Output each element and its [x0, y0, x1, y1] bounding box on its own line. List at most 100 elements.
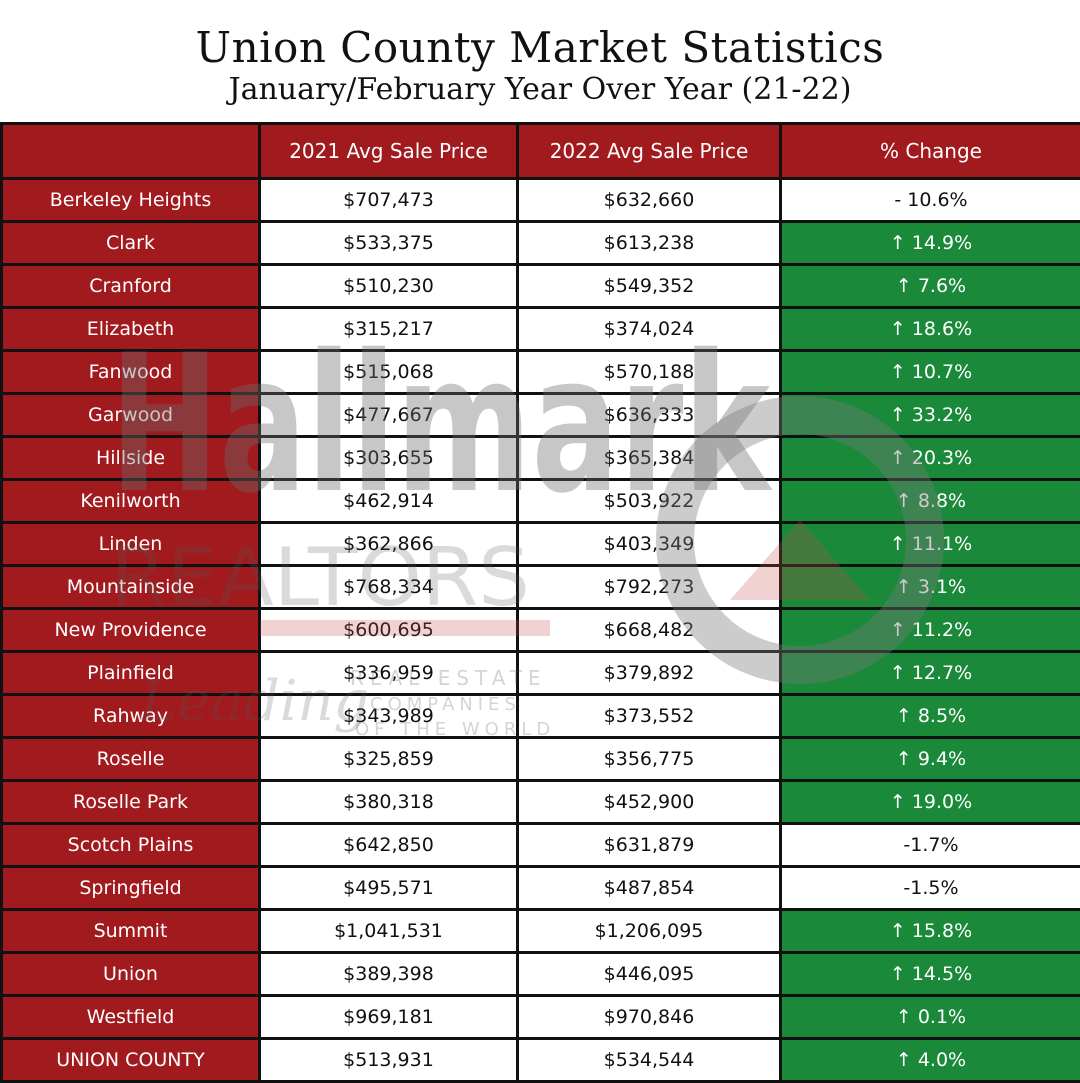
percent-change: ↑ 10.7% [781, 351, 1080, 394]
column-header-2021: 2021 Avg Sale Price [260, 124, 518, 179]
town-name: New Providence [2, 609, 260, 652]
avg-price-2022: $570,188 [518, 351, 781, 394]
town-name: Union [2, 953, 260, 996]
market-stats-table: 2021 Avg Sale Price 2022 Avg Sale Price … [0, 122, 1080, 1083]
table-row: Plainfield$336,959$379,892↑ 12.7% [2, 652, 1080, 695]
avg-price-2022: $379,892 [518, 652, 781, 695]
table-row: Kenilworth$462,914$503,922↑ 8.8% [2, 480, 1080, 523]
town-name: Westfield [2, 996, 260, 1039]
column-header-2022: 2022 Avg Sale Price [518, 124, 781, 179]
town-name: Elizabeth [2, 308, 260, 351]
town-name: Fanwood [2, 351, 260, 394]
town-name: Scotch Plains [2, 824, 260, 867]
percent-change: - 10.6% [781, 179, 1080, 222]
town-name: Clark [2, 222, 260, 265]
table-row: Linden$362,866$403,349↑ 11.1% [2, 523, 1080, 566]
town-name: Mountainside [2, 566, 260, 609]
table-row: Summit$1,041,531$1,206,095↑ 15.8% [2, 910, 1080, 953]
table-row: Elizabeth$315,217$374,024↑ 18.6% [2, 308, 1080, 351]
avg-price-2022: $1,206,095 [518, 910, 781, 953]
town-name: Garwood [2, 394, 260, 437]
avg-price-2021: $768,334 [260, 566, 518, 609]
avg-price-2021: $1,041,531 [260, 910, 518, 953]
avg-price-2021: $600,695 [260, 609, 518, 652]
avg-price-2022: $373,552 [518, 695, 781, 738]
table-row: Fanwood$515,068$570,188↑ 10.7% [2, 351, 1080, 394]
percent-change: ↑ 9.4% [781, 738, 1080, 781]
avg-price-2021: $380,318 [260, 781, 518, 824]
town-name: Berkeley Heights [2, 179, 260, 222]
town-name: Roselle Park [2, 781, 260, 824]
column-header-town [2, 124, 260, 179]
page-subtitle: January/February Year Over Year (21-22) [0, 70, 1080, 110]
town-name: Rahway [2, 695, 260, 738]
percent-change: ↑ 18.6% [781, 308, 1080, 351]
table-row: Roselle$325,859$356,775↑ 9.4% [2, 738, 1080, 781]
percent-change: ↑ 14.5% [781, 953, 1080, 996]
avg-price-2022: $487,854 [518, 867, 781, 910]
percent-change: -1.7% [781, 824, 1080, 867]
avg-price-2022: $356,775 [518, 738, 781, 781]
avg-price-2021: $533,375 [260, 222, 518, 265]
avg-price-2021: $343,989 [260, 695, 518, 738]
table-row: Union$389,398$446,095↑ 14.5% [2, 953, 1080, 996]
avg-price-2022: $446,095 [518, 953, 781, 996]
percent-change: ↑ 15.8% [781, 910, 1080, 953]
table-row: Berkeley Heights$707,473$632,660- 10.6% [2, 179, 1080, 222]
avg-price-2021: $462,914 [260, 480, 518, 523]
avg-price-2022: $792,273 [518, 566, 781, 609]
percent-change: ↑ 4.0% [781, 1039, 1080, 1082]
table-row: Hillside$303,655$365,384↑ 20.3% [2, 437, 1080, 480]
percent-change: ↑ 0.1% [781, 996, 1080, 1039]
percent-change: ↑ 20.3% [781, 437, 1080, 480]
town-name: Springfield [2, 867, 260, 910]
avg-price-2022: $631,879 [518, 824, 781, 867]
table-body: Berkeley Heights$707,473$632,660- 10.6%C… [2, 179, 1080, 1082]
column-header-change: % Change [781, 124, 1080, 179]
avg-price-2021: $362,866 [260, 523, 518, 566]
avg-price-2021: $495,571 [260, 867, 518, 910]
avg-price-2022: $365,384 [518, 437, 781, 480]
avg-price-2022: $503,922 [518, 480, 781, 523]
avg-price-2021: $477,667 [260, 394, 518, 437]
avg-price-2021: $325,859 [260, 738, 518, 781]
avg-price-2022: $632,660 [518, 179, 781, 222]
percent-change: ↑ 11.2% [781, 609, 1080, 652]
percent-change: -1.5% [781, 867, 1080, 910]
page-header: Union County Market Statistics January/F… [0, 0, 1080, 122]
avg-price-2022: $613,238 [518, 222, 781, 265]
town-name: UNION COUNTY [2, 1039, 260, 1082]
percent-change: ↑ 19.0% [781, 781, 1080, 824]
page-title: Union County Market Statistics [0, 22, 1080, 74]
avg-price-2021: $510,230 [260, 265, 518, 308]
avg-price-2021: $315,217 [260, 308, 518, 351]
town-name: Linden [2, 523, 260, 566]
avg-price-2021: $336,959 [260, 652, 518, 695]
avg-price-2022: $549,352 [518, 265, 781, 308]
town-name: Cranford [2, 265, 260, 308]
town-name: Roselle [2, 738, 260, 781]
percent-change: ↑ 8.8% [781, 480, 1080, 523]
avg-price-2022: $374,024 [518, 308, 781, 351]
percent-change: ↑ 33.2% [781, 394, 1080, 437]
percent-change: ↑ 8.5% [781, 695, 1080, 738]
table-row: Clark$533,375$613,238↑ 14.9% [2, 222, 1080, 265]
avg-price-2021: $707,473 [260, 179, 518, 222]
town-name: Plainfield [2, 652, 260, 695]
table-row: Rahway$343,989$373,552↑ 8.5% [2, 695, 1080, 738]
table-row: UNION COUNTY$513,931$534,544↑ 4.0% [2, 1039, 1080, 1082]
avg-price-2021: $389,398 [260, 953, 518, 996]
percent-change: ↑ 11.1% [781, 523, 1080, 566]
avg-price-2022: $534,544 [518, 1039, 781, 1082]
avg-price-2022: $452,900 [518, 781, 781, 824]
table-header-row: 2021 Avg Sale Price 2022 Avg Sale Price … [2, 124, 1080, 179]
table-row: Garwood$477,667$636,333↑ 33.2% [2, 394, 1080, 437]
percent-change: ↑ 12.7% [781, 652, 1080, 695]
table-row: Mountainside$768,334$792,273↑ 3.1% [2, 566, 1080, 609]
avg-price-2022: $403,349 [518, 523, 781, 566]
avg-price-2021: $969,181 [260, 996, 518, 1039]
table-row: Scotch Plains$642,850$631,879-1.7% [2, 824, 1080, 867]
avg-price-2021: $303,655 [260, 437, 518, 480]
table-row: New Providence$600,695$668,482↑ 11.2% [2, 609, 1080, 652]
avg-price-2021: $642,850 [260, 824, 518, 867]
